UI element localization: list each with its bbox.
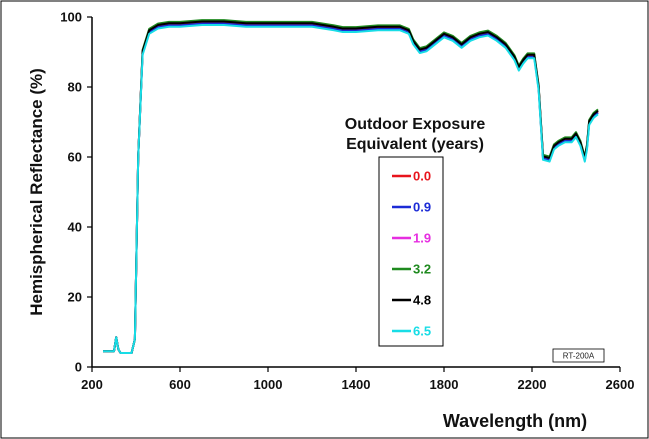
x-tick-label: 1000 (254, 377, 283, 392)
legend-title-line2: Equivalent (years) (346, 136, 484, 153)
legend-label: 0.9 (413, 200, 431, 215)
x-tick-label: 1800 (430, 377, 459, 392)
legend-label: 4.8 (413, 293, 431, 308)
legend-label: 1.9 (413, 231, 431, 246)
legend-label: 6.5 (413, 324, 431, 339)
stamp-box (552, 348, 605, 363)
stamp-label: RT-200A (563, 352, 595, 361)
legend-title-line1: Outdoor Exposure (345, 116, 486, 133)
y-tick-label: 20 (68, 290, 82, 305)
y-tick-label: 80 (68, 80, 82, 95)
legend-label: 0.0 (413, 169, 431, 184)
x-tick-label: 2600 (606, 377, 635, 392)
y-tick-label: 40 (68, 220, 82, 235)
legend-box (378, 156, 444, 347)
x-tick-label: 200 (81, 377, 103, 392)
y-axis-title: Hemispherical Reflectance (%) (27, 68, 46, 316)
y-tick-label: 60 (68, 150, 82, 165)
x-tick-label: 1400 (342, 377, 371, 392)
x-tick-label: 2200 (518, 377, 547, 392)
y-tick-label: 100 (60, 10, 82, 25)
y-tick-label: 0 (75, 360, 82, 375)
x-axis-title: Wavelength (nm) (443, 411, 587, 431)
series-line-4-8 (103, 20, 599, 354)
series-line-6-5 (103, 24, 599, 354)
x-tick-label: 600 (169, 377, 191, 392)
legend-label: 3.2 (413, 262, 431, 277)
